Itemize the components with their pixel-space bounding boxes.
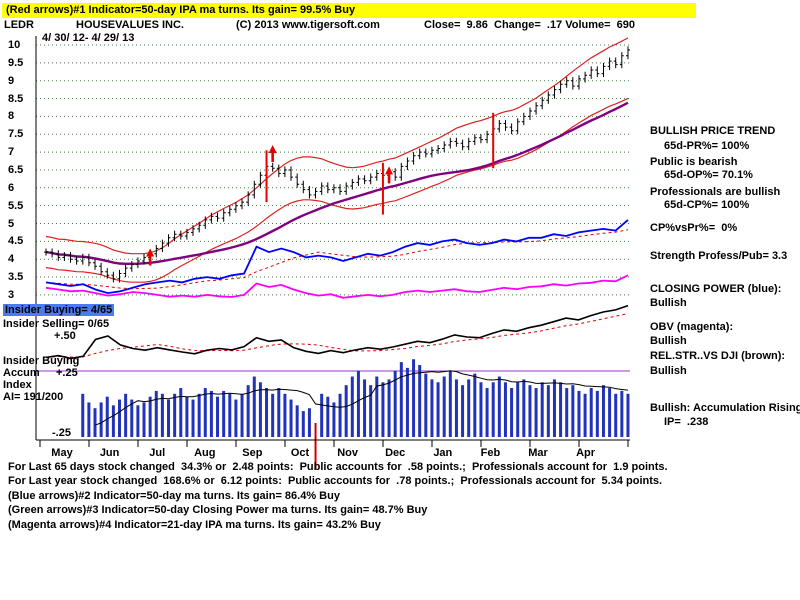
ip-value: IP= .238 [664, 416, 709, 428]
relstr-status: Bullish [650, 365, 687, 377]
x-tick-label-apr: Apr [576, 447, 596, 459]
indicator1-banner: (Red arrows)#1 Indicator=50-day IPA ma t… [2, 3, 696, 18]
insider-accum-title: Insider Buying [3, 355, 80, 367]
x-tick-label-mar: Mar [528, 447, 548, 459]
x-tick-label-oct: Oct [290, 447, 310, 459]
y-tick-label: 6 [8, 181, 15, 194]
ai-scale-plus50: +.50 [54, 330, 76, 342]
pr-pct-value: 65d-PR%= 100% [664, 140, 750, 152]
company-name: HOUSEVALUES INC. [76, 19, 184, 31]
footer-line-2: For Last year stock changed 168.6% or 6.… [8, 475, 663, 488]
footer-line-4: (Green arrows)#3 Indicator=50-day Closin… [8, 504, 428, 517]
closing-power-status: Bullish [650, 297, 687, 309]
y-tick-label: 8 [8, 110, 15, 123]
y-tick-label: 7 [8, 146, 15, 159]
ai-value: AI= 191/200 [3, 391, 64, 403]
y-tick-label: 3.5 [8, 271, 24, 284]
relstr-heading: REL.STR..VS DJI (brown): [650, 350, 786, 362]
closing-power-heading: CLOSING POWER (blue): [650, 283, 782, 295]
date-range: 4/ 30/ 12- 4/ 29/ 13 [42, 32, 135, 44]
y-tick-label: 5.5 [8, 199, 24, 212]
y-tick-label: 4 [8, 253, 15, 266]
footer-line-1: For Last 65 days stock changed 34.3% or … [8, 461, 668, 473]
y-tick-label: 4.5 [8, 235, 24, 248]
x-tick-label-jan: Jan [433, 447, 453, 459]
y-tick-label: 7.5 [8, 128, 24, 141]
insider-accum-index: Index [3, 379, 32, 391]
x-tick-label-may: May [51, 447, 73, 459]
x-tick-label-jul: Jul [149, 447, 166, 459]
obv-status: Bullish [650, 335, 687, 347]
obv-heading: OBV (magenta): [650, 321, 734, 333]
insider-selling-label: Insider Selling= 0/65 [3, 318, 110, 330]
x-tick-label-nov: Nov [337, 447, 358, 459]
insider-buying-label: Insider Buying= 4/65 [3, 304, 115, 316]
price-stats: Close= 9.86 Change= .17 Volume= 690 [424, 19, 636, 31]
trend-status-heading: BULLISH PRICE TREND [650, 125, 776, 137]
copyright-text: (C) 2013 www.tigersoft.com [236, 19, 380, 31]
x-tick-label-feb: Feb [480, 447, 501, 459]
public-sentiment: Public is bearish [650, 156, 738, 168]
y-tick-label: 9 [8, 74, 15, 87]
footer-line-5: (Magenta arrows)#4 Indicator=21-day IPA … [8, 518, 381, 531]
op-pct-value: 65d-OP%= 70.1% [664, 169, 753, 181]
ticker-symbol: LEDR [4, 19, 34, 31]
cp-pct-value: 65d-CP%= 100% [664, 199, 750, 211]
cp-vs-pr-value: CP%vsPr%= 0% [650, 222, 738, 234]
accum-status: Bullish: Accumulation Rising [650, 402, 800, 414]
professional-sentiment: Professionals are bullish [650, 186, 781, 198]
y-tick-label: 5 [8, 217, 15, 230]
insider-accum-word: Accum [3, 367, 40, 379]
y-tick-label: 8.5 [8, 92, 24, 105]
ai-scale-plus25: +.25 [56, 367, 78, 379]
footer-line-3: (Blue arrows)#2 Indicator=50-day ma turn… [8, 489, 340, 502]
strength-ratio-value: Strength Profess/Pub= 3.3 [650, 250, 788, 262]
y-tick-label: 10 [8, 39, 21, 51]
x-tick-label-sep: Sep [242, 447, 263, 459]
y-tick-label: 6.5 [8, 163, 24, 176]
y-tick-label: 3 [8, 288, 15, 301]
x-tick-label-dec: Dec [385, 447, 406, 459]
ai-scale-minus25: -.25 [52, 427, 71, 439]
y-tick-label: 9.5 [8, 56, 24, 69]
x-tick-label-jun: Jun [99, 447, 120, 459]
x-tick-label-aug: Aug [194, 447, 216, 459]
